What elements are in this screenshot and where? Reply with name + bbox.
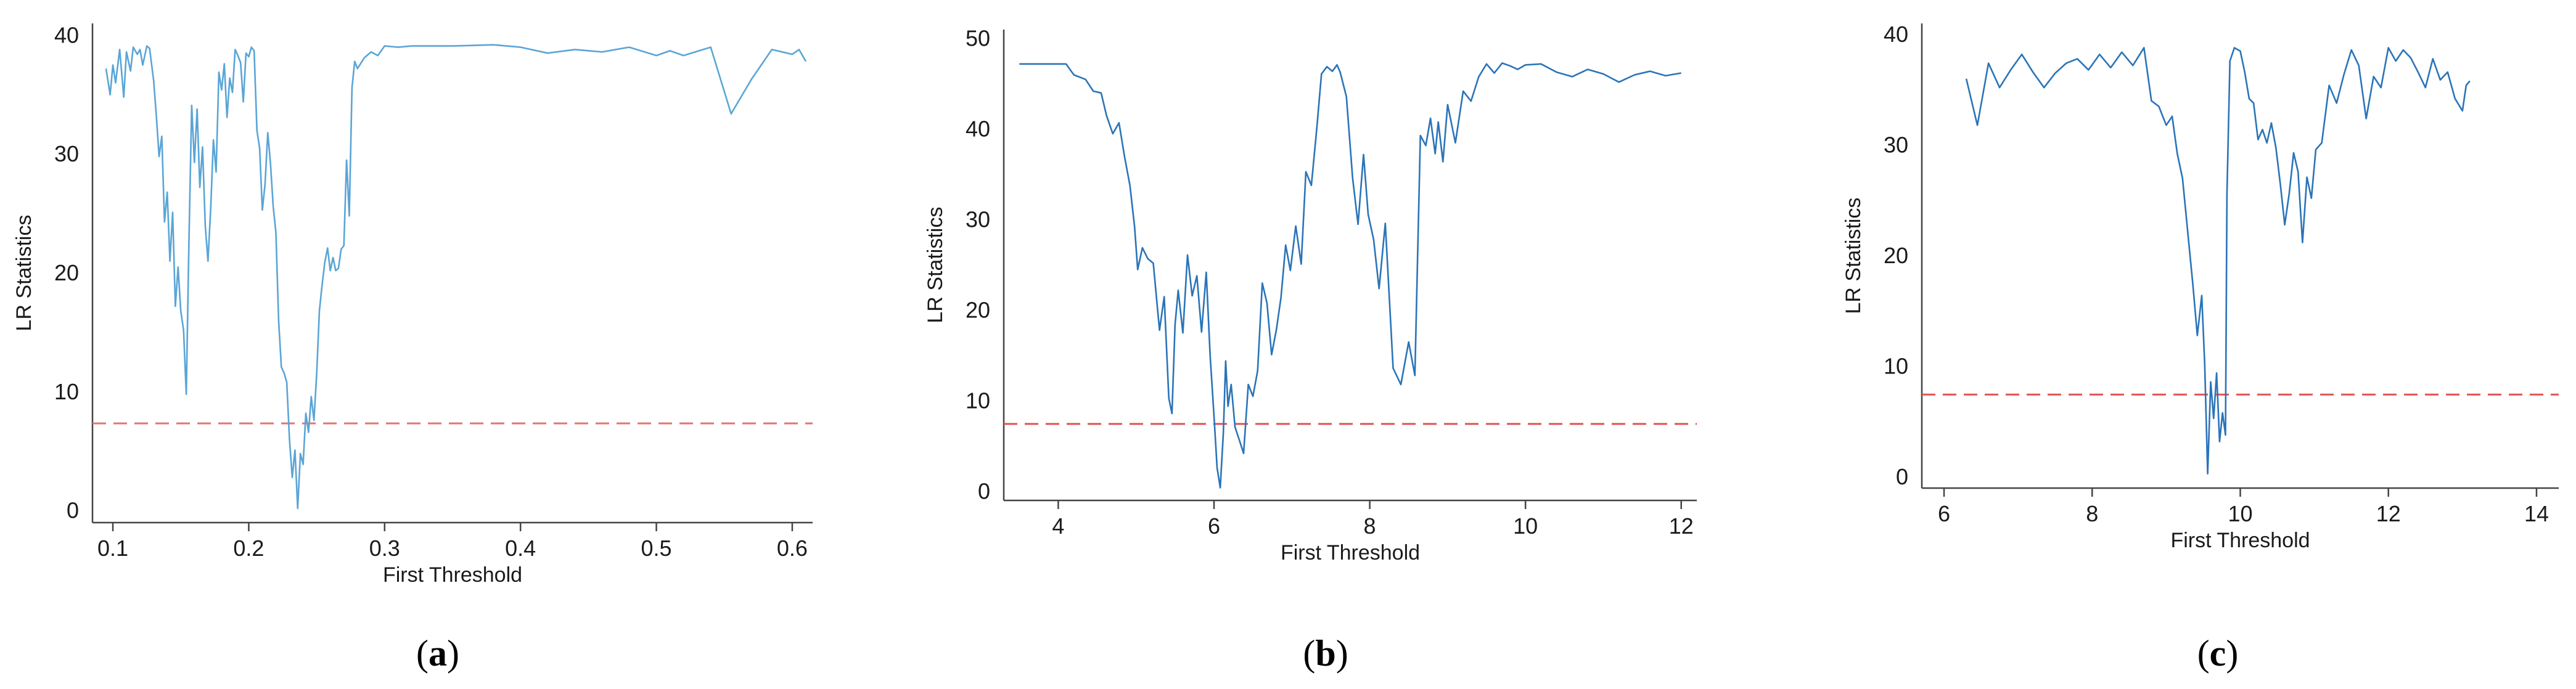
x-tick-label: 0.5 — [641, 536, 672, 561]
x-tick-label: 0.1 — [97, 536, 128, 561]
y-tick-label: 20 — [54, 260, 79, 285]
x-tick-label: 8 — [1364, 513, 1376, 539]
x-tick-label: 0.2 — [233, 536, 264, 561]
lr-statistics-line — [1019, 62, 1681, 489]
y-tick-label: 10 — [1884, 354, 1908, 379]
x-tick-label: 6 — [1208, 513, 1220, 539]
panel-label-c: (c) — [2197, 633, 2239, 674]
x-tick-label: 10 — [2228, 501, 2252, 526]
panel-b: 0 10 20 30 40 50 4 6 8 10 12 First Threshold LR Stat… — [924, 26, 1697, 565]
y-tick-label: 20 — [966, 297, 990, 322]
x-tick-label: 12 — [1669, 513, 1694, 539]
y-tick-label: 10 — [966, 388, 990, 413]
y-tick-label: 40 — [1884, 22, 1908, 47]
y-tick-label: 40 — [966, 116, 990, 142]
x-tick-label: 0.4 — [505, 536, 536, 561]
y-tick-label: 0 — [67, 498, 79, 523]
y-tick-label: 40 — [54, 22, 79, 47]
panel-label-b: (b) — [1303, 633, 1348, 674]
y-axis-title: LR Statistics — [12, 215, 36, 332]
lr-statistics-line — [1965, 47, 2471, 475]
panel-c: 0 10 20 30 40 6 8 10 12 14 First Threshold LR Stati… — [1842, 22, 2559, 552]
x-tick-label: 12 — [2376, 501, 2401, 526]
y-tick-label: 30 — [1884, 132, 1908, 157]
x-axis-title: First Threshold — [1281, 541, 1420, 565]
x-tick-label: 8 — [2086, 501, 2098, 526]
y-tick-label: 50 — [966, 26, 990, 51]
x-tick-label: 10 — [1513, 513, 1538, 539]
x-tick-label: 6 — [1938, 501, 1950, 526]
panel-label-a: (a) — [416, 633, 459, 674]
x-tick-label: 14 — [2524, 501, 2549, 526]
x-axis-title: First Threshold — [383, 563, 522, 587]
y-tick-label: 0 — [978, 478, 990, 504]
y-tick-label: 0 — [1896, 464, 1908, 489]
y-tick-label: 10 — [54, 379, 79, 404]
y-tick-label: 20 — [1884, 243, 1908, 268]
y-axis-title: LR Statistics — [1842, 198, 1865, 314]
x-tick-label: 0.3 — [369, 536, 400, 561]
y-tick-label: 30 — [54, 141, 79, 166]
panel-a: 0 10 20 30 40 0.1 0.2 0.3 0.4 0.5 0.6 First Thresho… — [12, 22, 813, 587]
x-tick-label: 0.6 — [777, 536, 808, 561]
x-axis-title: First Threshold — [2170, 529, 2310, 552]
x-tick-label: 4 — [1052, 513, 1064, 539]
y-axis-title: LR Statistics — [924, 207, 947, 324]
lr-statistics-line — [105, 44, 807, 510]
y-tick-label: 30 — [966, 207, 990, 232]
